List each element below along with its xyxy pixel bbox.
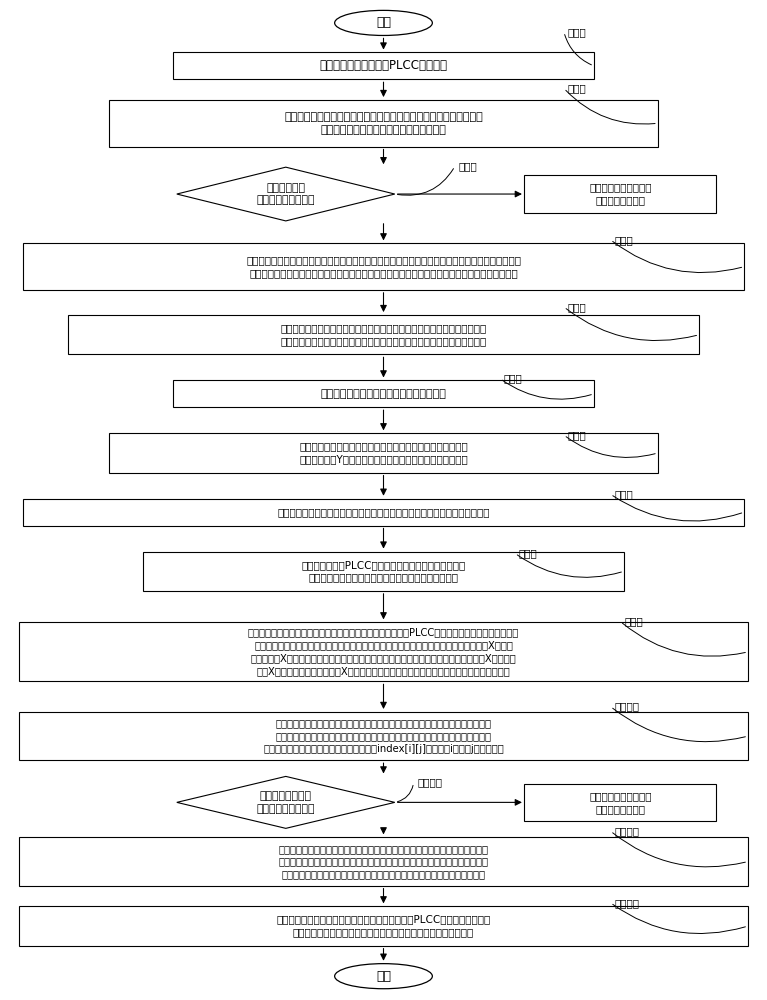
Text: 选用固定阈值对步骤一获得的图像进行阈值分割，得到二值化预处理
后的图像并计算该图像中非零像素点的个数: 选用固定阈值对步骤一获得的图像进行阈值分割，得到二值化预处理 后的图像并计算该图… (284, 112, 483, 135)
Text: 步骤二: 步骤二 (568, 83, 587, 93)
Ellipse shape (334, 964, 433, 989)
Bar (23, 243, 744, 290)
Bar (67, 315, 700, 354)
Text: 步骤八: 步骤八 (614, 489, 633, 499)
Text: 结束该元件检测过程，
返回相应的错误码: 结束该元件检测过程， 返回相应的错误码 (589, 791, 651, 814)
Text: 将步骤九得到的四类引脚轮廓分别对应到实际引脚组中，定义PLCC元件右侧的引脚组为第一引脚组
，逆时针定义第二引脚组、第三引脚组和第四引脚组，根据对边两类引脚轮廓: 将步骤九得到的四类引脚轮廓分别对应到实际引脚组中，定义PLCC元件右侧的引脚组为… (248, 628, 519, 676)
Bar (173, 380, 594, 407)
Ellipse shape (334, 10, 433, 35)
Text: 步骤六: 步骤六 (504, 374, 522, 384)
Text: 步骤五: 步骤五 (568, 302, 587, 312)
Bar (19, 837, 748, 886)
Text: 步骤十三: 步骤十三 (614, 826, 639, 836)
Polygon shape (176, 167, 395, 221)
Text: 步骤三: 步骤三 (459, 161, 477, 171)
Bar (19, 622, 748, 681)
Text: 步骤九: 步骤九 (518, 548, 538, 558)
Bar (109, 433, 658, 473)
Text: 步骤一: 步骤一 (568, 27, 587, 37)
Text: 步骤七: 步骤七 (568, 430, 587, 440)
Text: 非零像素点个
数是否满足相应阈值: 非零像素点个 数是否满足相应阈值 (256, 183, 315, 205)
Text: 计算四个引脚组中心坐标的平均值作为粗略的元件中心坐标，在每一个引脚组中，
根据引脚轮廓中心与粗略元件中心的连线角度大小，对每个引脚组内的引脚轮廓进
行排序，获取: 计算四个引脚组中心坐标的平均值作为粗略的元件中心坐标，在每一个引脚组中， 根据引… (263, 718, 504, 754)
Text: 步骤十: 步骤十 (624, 616, 643, 626)
Bar (23, 499, 744, 526)
Bar (19, 906, 748, 946)
Text: 步骤十四: 步骤十四 (614, 898, 639, 908)
Text: 步骤十二: 步骤十二 (417, 778, 443, 788)
Text: 步骤十一: 步骤十一 (614, 702, 639, 712)
Text: 获取引脚轮廓的最小二乘椭圆，其中最小二乘椭圆的旋转角度
为椭圆长轴与Y轴的夹角，由关系式得到引脚轮廓的旋转角度: 获取引脚轮廓的最小二乘椭圆，其中最小二乘椭圆的旋转角度 为椭圆长轴与Y轴的夹角，… (299, 442, 468, 464)
Text: 结束: 结束 (376, 970, 391, 983)
Bar (173, 52, 594, 79)
Text: 根据排序后各引脚轮廓的质心拟合一个矩形，实现PLCC元件的精确定位，
输出该矩形的中心和旋转角度，分别对应着元件的中心和旋转角度: 根据排序后各引脚轮廓的质心拟合一个矩形，实现PLCC元件的精确定位， 输出该矩形… (276, 915, 491, 937)
Text: 计算引脚轮廓的矩，根据一阶矩得到的轮廓质心坐标作为引脚轮廓的中心坐标: 计算引脚轮廓的矩，根据一阶矩得到的轮廓质心坐标作为引脚轮廓的中心坐标 (277, 507, 490, 517)
Bar (109, 100, 658, 147)
Bar (525, 175, 716, 213)
Text: 步骤四: 步骤四 (614, 235, 633, 245)
Bar (19, 712, 748, 760)
Bar (143, 552, 624, 591)
Text: 采用光学照明系统获取PLCC元件图像: 采用光学照明系统获取PLCC元件图像 (320, 59, 447, 72)
Text: 在聚类操作之前滤除非引脚区域的干扰轮廓: 在聚类操作之前滤除非引脚区域的干扰轮廓 (321, 389, 446, 399)
Polygon shape (176, 776, 395, 828)
Text: 开始: 开始 (376, 16, 391, 29)
Text: 对步骤一的元件图像采用最大类间方差法得到自适应二值化图像，再采用大小为的矩形内核对二值化
图像进行形态学开操作，滤除图像中小的干扰点集合，形态学开操作通过对图像: 对步骤一的元件图像采用最大类间方差法得到自适应二值化图像，再采用大小为的矩形内核… (246, 255, 521, 278)
Text: 采用聚类算法将PLCC元件引脚划分为四类，分别对应着
上、下、左、右四个引脚组，并检查聚类结果是否正确: 采用聚类算法将PLCC元件引脚划分为四类，分别对应着 上、下、左、右四个引脚组，… (301, 560, 466, 583)
Text: 对边引脚组内引脚
轮廓的数目是否相同: 对边引脚组内引脚 轮廓的数目是否相同 (256, 791, 315, 814)
Text: 对步骤四得到的形态学开操作图像采用连通区域标记算法提取出所有轮廓，
获取各轮廓对应的最小外接矩形，计算得到各轮廓及其最小外接矩形的面积: 对步骤四得到的形态学开操作图像采用连通区域标记算法提取出所有轮廓， 获取各轮廓对… (281, 323, 486, 346)
Bar (525, 784, 716, 821)
Text: 获取排序后每个引脚轮廓对应的最小外接矩形，其长宽分别对应为元件引脚的长
度和宽度，根据公式计算引脚间距，采用引脚长度、宽度、引脚间距的平均值作
为检测标准值，判: 获取排序后每个引脚轮廓对应的最小外接矩形，其长宽分别对应为元件引脚的长 度和宽度… (278, 844, 489, 879)
Text: 结束该元件检测过程，
返回相应的错误码: 结束该元件检测过程， 返回相应的错误码 (589, 183, 651, 205)
